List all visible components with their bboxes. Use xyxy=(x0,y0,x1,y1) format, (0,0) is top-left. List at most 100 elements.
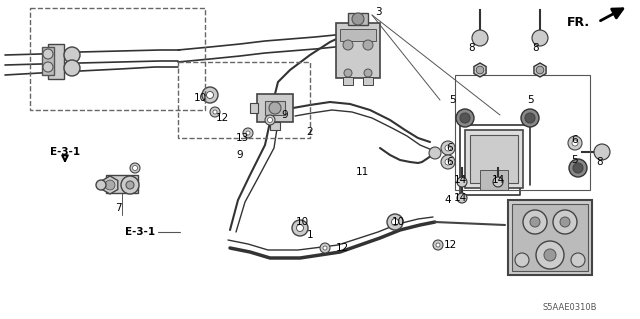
Circle shape xyxy=(460,113,470,123)
Polygon shape xyxy=(102,176,118,194)
Polygon shape xyxy=(474,63,486,77)
Text: 8: 8 xyxy=(596,157,604,167)
Circle shape xyxy=(126,181,134,189)
Circle shape xyxy=(457,177,467,187)
Circle shape xyxy=(202,87,218,103)
Bar xyxy=(348,13,368,25)
Text: 9: 9 xyxy=(282,110,288,120)
Text: 6: 6 xyxy=(447,143,453,153)
Text: E-3-1: E-3-1 xyxy=(125,227,155,237)
Text: 5: 5 xyxy=(527,95,533,105)
Text: 12: 12 xyxy=(335,243,349,253)
Circle shape xyxy=(536,66,544,74)
Circle shape xyxy=(392,219,399,226)
Bar xyxy=(270,122,280,130)
Text: 4: 4 xyxy=(445,195,451,205)
Circle shape xyxy=(523,210,547,234)
Circle shape xyxy=(569,159,587,177)
Text: 1: 1 xyxy=(307,230,314,240)
Circle shape xyxy=(456,109,474,127)
Circle shape xyxy=(213,110,217,114)
Circle shape xyxy=(472,30,488,46)
Bar xyxy=(363,77,373,85)
Text: 9: 9 xyxy=(237,150,243,160)
Circle shape xyxy=(364,69,372,77)
Circle shape xyxy=(445,145,451,151)
Bar xyxy=(30,8,205,110)
Bar xyxy=(178,62,310,138)
Circle shape xyxy=(436,243,440,247)
Circle shape xyxy=(121,176,139,194)
Circle shape xyxy=(560,217,570,227)
Circle shape xyxy=(43,49,53,59)
Circle shape xyxy=(429,147,441,159)
Text: 11: 11 xyxy=(355,167,369,177)
Bar xyxy=(48,44,64,79)
Bar xyxy=(106,175,138,193)
Circle shape xyxy=(207,92,214,99)
Circle shape xyxy=(269,102,281,114)
Circle shape xyxy=(96,180,106,190)
Text: 14: 14 xyxy=(453,193,467,203)
Polygon shape xyxy=(534,63,546,77)
Circle shape xyxy=(568,136,582,150)
Circle shape xyxy=(445,159,451,165)
Text: 6: 6 xyxy=(447,157,453,167)
Text: 2: 2 xyxy=(307,127,314,137)
Circle shape xyxy=(525,113,535,123)
Bar xyxy=(480,170,508,190)
Circle shape xyxy=(363,40,373,50)
Circle shape xyxy=(441,141,455,155)
Circle shape xyxy=(521,109,539,127)
Bar xyxy=(257,94,293,122)
Circle shape xyxy=(210,107,220,117)
Bar xyxy=(512,204,588,271)
Text: 5: 5 xyxy=(572,155,579,165)
Bar xyxy=(470,135,518,183)
Circle shape xyxy=(544,249,556,261)
Bar xyxy=(265,101,285,115)
Bar xyxy=(42,47,54,75)
Circle shape xyxy=(323,246,327,250)
Circle shape xyxy=(433,240,443,250)
Circle shape xyxy=(572,140,578,146)
Circle shape xyxy=(246,131,250,135)
Text: E-3-1: E-3-1 xyxy=(50,147,80,157)
Text: 3: 3 xyxy=(374,7,381,17)
Bar xyxy=(340,29,376,41)
Circle shape xyxy=(344,69,352,77)
Circle shape xyxy=(268,117,273,122)
Circle shape xyxy=(343,40,353,50)
Text: 10: 10 xyxy=(193,93,207,103)
Text: 6: 6 xyxy=(572,135,579,145)
Circle shape xyxy=(530,217,540,227)
Circle shape xyxy=(132,166,138,170)
Circle shape xyxy=(64,60,80,76)
Circle shape xyxy=(387,214,403,230)
Circle shape xyxy=(320,243,330,253)
Bar xyxy=(465,130,523,188)
Circle shape xyxy=(573,163,583,173)
Circle shape xyxy=(265,115,275,125)
Text: 10: 10 xyxy=(296,217,308,227)
Circle shape xyxy=(571,253,585,267)
Text: FR.: FR. xyxy=(567,16,590,28)
Circle shape xyxy=(594,144,610,160)
Bar xyxy=(250,103,258,113)
Text: 8: 8 xyxy=(468,43,476,53)
Text: 14: 14 xyxy=(492,175,504,185)
Circle shape xyxy=(553,210,577,234)
Circle shape xyxy=(457,193,467,203)
Circle shape xyxy=(441,155,455,169)
Text: 12: 12 xyxy=(216,113,228,123)
Circle shape xyxy=(296,225,303,232)
Circle shape xyxy=(64,47,80,63)
Text: 10: 10 xyxy=(392,217,404,227)
Circle shape xyxy=(536,241,564,269)
Text: S5AAE0310B: S5AAE0310B xyxy=(543,303,597,313)
Text: 13: 13 xyxy=(236,133,248,143)
Circle shape xyxy=(130,163,140,173)
Text: 8: 8 xyxy=(532,43,540,53)
Circle shape xyxy=(243,128,253,138)
Circle shape xyxy=(493,177,503,187)
